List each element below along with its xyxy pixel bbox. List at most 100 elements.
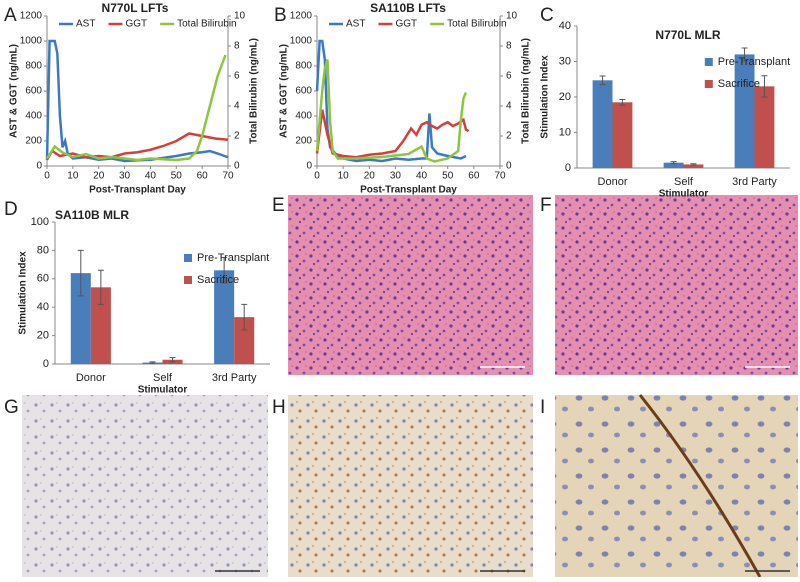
y2-tick-label: 8 [506,41,512,52]
bar [734,54,755,168]
y-tick-label: 1000 [20,36,43,47]
error-bar [221,257,228,284]
legend-swatch [184,254,192,262]
legend-swatch [184,276,192,284]
bar [90,287,111,364]
histology-image [555,395,798,577]
x-tick-label: Self [674,176,694,188]
micrographs [22,195,798,578]
panel-label: A [4,5,17,26]
x-tick-label: 0 [314,171,320,182]
x-tick-label: 30 [119,171,131,182]
y-tick-label: 1200 [290,11,313,22]
error-bar [670,161,677,165]
x-tick-label: 20 [93,171,105,182]
x-tick-label: 3rd Party [732,176,777,188]
bar [214,270,235,364]
x-tick-label: Donor [76,372,106,384]
y2-axis-label: Total Bilirubin (ng/mL) [521,38,532,144]
y-tick-label: 40 [37,301,49,313]
y2-tick-label: 10 [234,11,246,22]
y2-tick-label: 4 [234,101,240,112]
x-tick-label: Donor [598,176,628,188]
y-tick-label: 1000 [290,36,313,47]
legend-swatch [704,58,713,66]
y-tick-label: 0 [43,358,49,370]
y2-tick-label: 10 [506,11,518,22]
error-bar [149,361,156,364]
y-tick-label: 200 [295,136,312,147]
chart-title: SA110B LFTs [370,1,446,15]
x-tick-label: 0 [44,171,50,182]
y-axis-label: Stimulation Index [540,55,551,139]
y-axis-label: Stimulation Index [18,251,29,335]
x-tick-label: 70 [494,171,506,182]
line [45,54,227,162]
legend-label: AST [346,19,365,30]
y-tick-label: 20 [37,330,49,342]
y-tick-label: 1200 [20,11,43,22]
chart-title: SA110B MLR [55,208,129,222]
y-tick-label: 10 [559,126,571,138]
legend-swatch [704,80,713,88]
chart-title: N770L LFTs [102,1,169,15]
error-bar [241,303,248,331]
chart-title: N770L MLR [655,28,720,42]
y-tick-label: 80 [37,244,49,256]
y-tick-label: 600 [295,86,312,97]
y-tick-label: 100 [31,216,49,228]
legend-label: AST [76,19,95,30]
stained-fiber [638,394,762,578]
panel-label: C [540,5,554,26]
x-tick-label: 10 [67,171,79,182]
x-tick-label: 60 [468,171,480,182]
line [315,39,467,163]
panel-label: B [274,5,287,26]
y-tick-label: 600 [25,86,42,97]
histology-image [555,195,798,375]
x-tick-label: 20 [364,171,376,182]
bar [683,164,704,168]
y-tick-label: 40 [559,20,571,32]
y-tick-label: 60 [37,273,49,285]
y-axis-label: AST & GGT (ng/mL) [279,44,290,138]
line [45,39,229,163]
x-axis-label: Post-Transplant Day [89,185,186,196]
panel-label: E [272,195,285,216]
legend-label: GGT [395,19,417,30]
bar [754,86,775,168]
y-tick-label: 800 [295,61,312,72]
y2-tick-label: 6 [506,71,512,82]
error-bar [741,47,748,62]
x-tick-label: 3rd Party [212,372,257,384]
x-tick-label: Self [153,372,173,384]
x-tick-label: 50 [171,171,183,182]
error-bar [169,357,176,363]
error-bar [97,269,104,305]
panel-label: D [4,199,18,220]
y2-tick-label: 8 [234,41,240,52]
legend-label: Sacrifice [718,78,760,90]
y2-tick-label: 2 [506,131,512,142]
x-axis-label: Stimulator [138,385,188,396]
line [315,59,468,163]
bar [612,102,633,168]
legend-label: Sacrifice [197,274,239,286]
x-tick-label: 70 [222,171,234,182]
y-tick-label: 400 [25,111,42,122]
y2-tick-label: 4 [506,101,512,112]
panel-label: H [272,397,286,418]
x-tick-label: 60 [197,171,209,182]
y-tick-label: 0 [565,162,571,174]
y2-tick-label: 0 [234,161,240,172]
histology-image [22,395,268,577]
y-tick-label: 200 [25,136,42,147]
y-tick-label: 800 [25,61,42,72]
y2-tick-label: 6 [234,71,240,82]
bar [234,317,255,364]
x-tick-label: 30 [390,171,402,182]
x-tick-label: 40 [416,171,428,182]
y-axis-label: AST & GGT (ng/mL) [9,44,20,138]
x-tick-label: 50 [442,171,454,182]
